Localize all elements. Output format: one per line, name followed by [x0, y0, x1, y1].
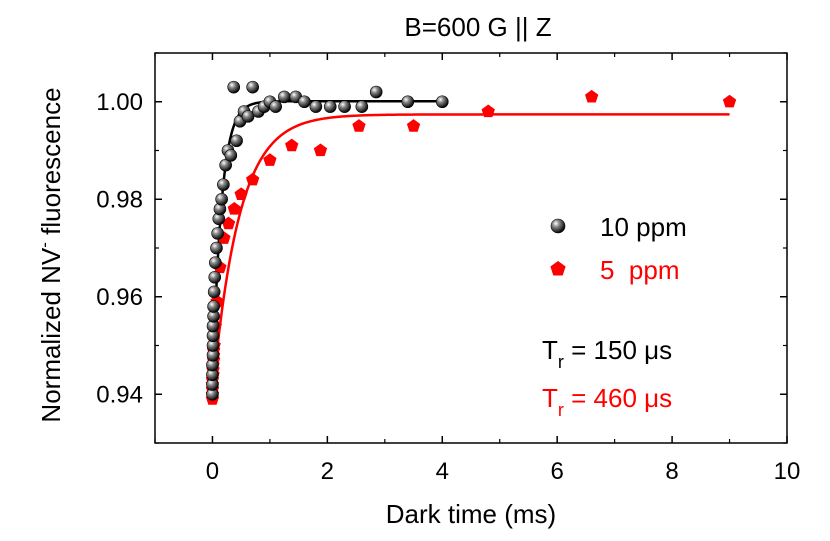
y-tick-label: 1.00: [96, 89, 143, 116]
x-tick-label: 2: [321, 458, 334, 485]
point-10ppm: [211, 227, 224, 240]
point-5ppm: [352, 119, 366, 132]
point-10ppm: [224, 149, 238, 162]
legend-marker-5ppm: [550, 261, 566, 276]
legend: 10 ppm 5 ppm: [550, 212, 687, 285]
point-10ppm: [208, 270, 222, 284]
x-tick-label: 6: [551, 458, 564, 485]
legend-label-5ppm: 5 ppm: [600, 255, 680, 285]
point-5ppm: [263, 153, 277, 166]
y-tick-label: 0.94: [96, 381, 143, 408]
fit-curve-5ppm: [211, 113, 730, 396]
y-axis: 0.94 0.96 0.98 1.00: [96, 52, 787, 444]
point-10ppm: [207, 285, 221, 299]
y-tick-label: 0.98: [96, 186, 143, 213]
point-10ppm: [298, 95, 311, 109]
point-10ppm: [355, 100, 369, 113]
annotation-tr-5ppm-sub: r: [558, 400, 564, 420]
annotations: Tr = 150 μs Tr = 460 μs: [542, 335, 672, 420]
data-markers: [205, 80, 737, 405]
point-5ppm: [234, 187, 248, 201]
point-5ppm: [406, 119, 421, 132]
point-10ppm: [401, 95, 415, 109]
point-10ppm: [269, 100, 282, 113]
y-axis-title-tail: fluorescence: [36, 87, 66, 242]
point-10ppm: [369, 85, 383, 99]
fit-curve-10ppm: [211, 100, 443, 396]
x-tick-label: 10: [774, 458, 801, 485]
point-5ppm: [585, 89, 599, 103]
point-10ppm: [323, 100, 337, 113]
point-10ppm: [338, 100, 351, 113]
annotation-tr-10ppm-rest: = 150 μs: [564, 335, 672, 365]
x-axis-title: Dark time (ms): [386, 499, 556, 529]
legend-label-10ppm: 10 ppm: [600, 212, 687, 242]
x-tick-label: 0: [206, 458, 219, 485]
annotation-tr-10ppm-sub: r: [558, 352, 564, 372]
point-10ppm: [207, 300, 220, 313]
point-10ppm: [227, 80, 241, 94]
point-5ppm: [285, 138, 299, 152]
point-10ppm: [241, 110, 255, 123]
chart-title: B=600 G || Z: [404, 12, 551, 42]
annotation-tr-5ppm-rest: = 460 μs: [564, 383, 672, 413]
point-10ppm: [217, 178, 230, 191]
y-tick-label: 0.96: [96, 284, 143, 311]
y-axis-title: Normalized NV- fluorescence: [35, 87, 66, 422]
point-10ppm: [215, 192, 228, 206]
point-5ppm: [246, 172, 260, 186]
point-10ppm: [210, 241, 223, 255]
point-5ppm: [313, 143, 328, 157]
y-axis-title-main: Normalized NV: [36, 247, 66, 422]
point-10ppm: [435, 95, 449, 109]
x-axis: 0 2 4 6 8 10: [154, 53, 801, 485]
point-5ppm: [221, 216, 236, 230]
point-10ppm: [309, 100, 323, 113]
legend-marker-10ppm: [550, 218, 566, 234]
annotation-tr-10ppm: Tr = 150 μs: [542, 335, 672, 372]
y-axis-title-superscript: -: [35, 242, 54, 248]
x-tick-label: 8: [665, 458, 678, 485]
point-5ppm: [722, 94, 737, 108]
point-5ppm: [227, 202, 241, 215]
point-10ppm: [209, 256, 222, 269]
annotation-tr-5ppm: Tr = 460 μs: [542, 383, 672, 420]
point-10ppm: [219, 158, 232, 172]
annotation-tr-10ppm-main: T: [542, 335, 558, 365]
point-10ppm: [246, 80, 259, 94]
point-10ppm: [230, 134, 243, 148]
point-5ppm: [481, 104, 495, 118]
point-10ppm: [277, 90, 291, 104]
annotation-tr-5ppm-main: T: [542, 383, 558, 413]
x-tick-label: 4: [436, 458, 449, 485]
